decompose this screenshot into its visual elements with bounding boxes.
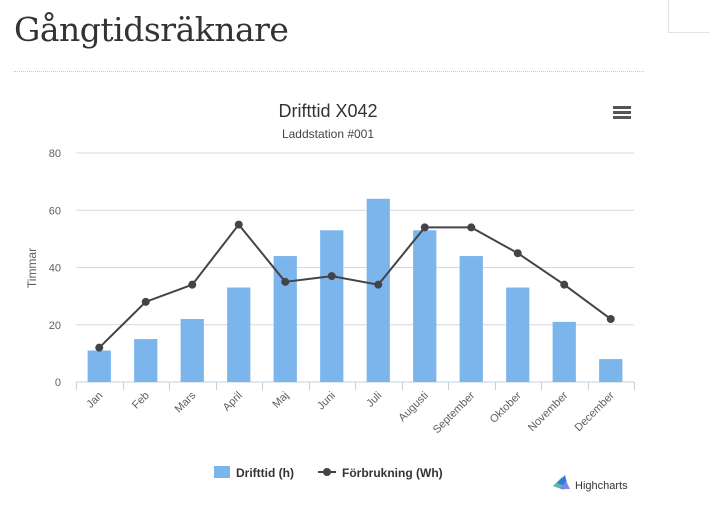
line-point-september[interactable] [467, 223, 476, 232]
x-tick-label: Juni [315, 390, 338, 413]
bar-feb[interactable] [134, 339, 158, 382]
credits[interactable]: Highcharts [553, 475, 628, 492]
x-tick-label: Augusti [396, 390, 430, 424]
line-point-november[interactable] [560, 280, 569, 289]
y-tick-label: 80 [49, 148, 61, 160]
credits-text: Highcharts [575, 480, 628, 492]
x-tick-label: November [526, 389, 571, 434]
line-point-december[interactable] [606, 315, 615, 324]
bar-juni[interactable] [320, 230, 344, 382]
legend-line-marker [323, 468, 331, 476]
y-tick-label: 40 [49, 263, 61, 275]
bar-juli[interactable] [366, 198, 390, 382]
bar-mars[interactable] [180, 319, 204, 382]
corner-panel [668, 0, 710, 33]
bar-oktober[interactable] [506, 287, 530, 382]
x-tick-label: Feb [130, 390, 152, 412]
x-tick-label: September [431, 389, 478, 436]
line-point-feb[interactable] [141, 297, 150, 306]
line-point-april[interactable] [234, 220, 243, 229]
x-tick-label: Oktober [488, 389, 524, 425]
highcharts-logo-icon [553, 475, 570, 490]
chart-subtitle: Laddstation #001 [282, 127, 374, 141]
bar-jan[interactable] [87, 350, 111, 382]
y-tick-label: 0 [55, 377, 61, 389]
legend-item-line[interactable]: Förbrukning (Wh) [318, 466, 443, 480]
title-divider [14, 71, 644, 72]
legend-item-bars[interactable]: Drifttid (h) [214, 466, 294, 480]
x-tick-label: Jan [84, 390, 105, 411]
x-tick-label: Mars [173, 389, 199, 415]
series-line-forbrukning [98, 222, 612, 349]
line-point-mars[interactable] [188, 280, 197, 289]
bar-december[interactable] [599, 359, 623, 382]
bar-maj[interactable] [273, 256, 297, 382]
page-title: Gångtidsräknare [14, 10, 289, 49]
line-point-maj[interactable] [281, 277, 290, 286]
x-tick-label: Juli [364, 390, 384, 410]
legend-bar-swatch [214, 466, 230, 478]
y-axis-title: Timmar [25, 248, 39, 288]
bar-april[interactable] [227, 287, 251, 382]
line-point-juni[interactable] [327, 272, 336, 281]
bar-november[interactable] [552, 321, 576, 382]
legend-bar-label: Drifttid (h) [236, 466, 294, 480]
legend: Drifttid (h) Förbrukning (Wh) [214, 466, 443, 480]
bar-september[interactable] [459, 256, 483, 382]
line-point-augusti[interactable] [420, 223, 429, 232]
line-point-jan[interactable] [95, 343, 104, 352]
chart-title: Drifttid X042 [278, 101, 377, 121]
x-tick-label: Maj [270, 390, 291, 411]
legend-line-label: Förbrukning (Wh) [342, 466, 443, 480]
bar-augusti[interactable] [413, 230, 437, 382]
y-tick-label: 60 [49, 205, 61, 217]
line-point-juli[interactable] [374, 280, 383, 289]
hamburger-menu-icon[interactable] [609, 102, 635, 126]
line-point-oktober[interactable] [513, 249, 522, 258]
x-tick-label: April [221, 390, 245, 414]
y-tick-label: 20 [49, 320, 61, 332]
x-tick-label: December [573, 389, 618, 434]
